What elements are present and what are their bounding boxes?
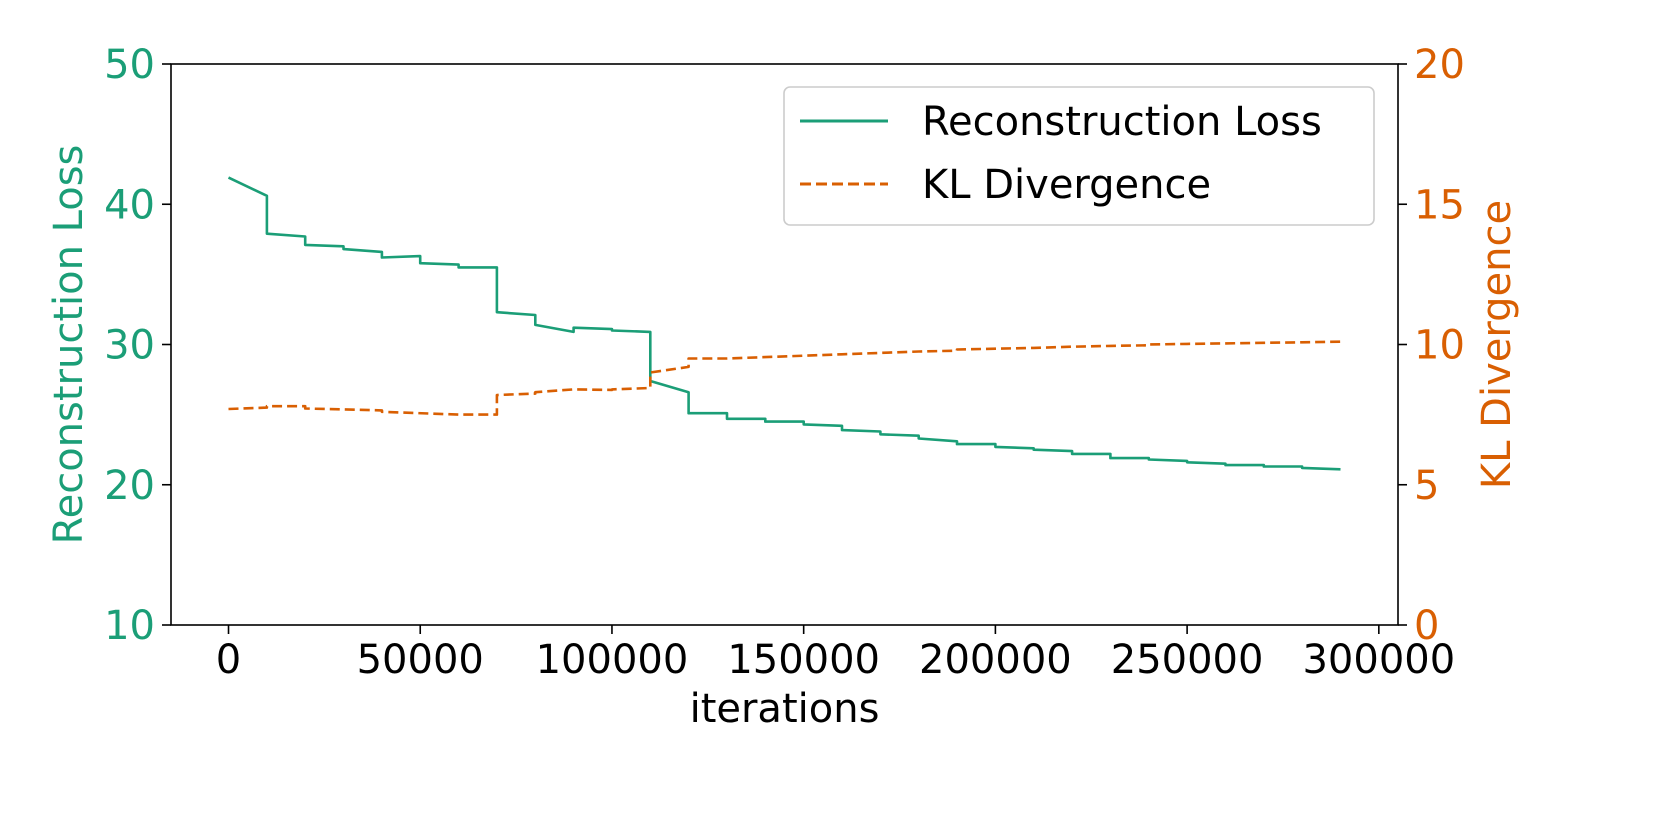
x-tick-label: 50000 <box>357 637 484 683</box>
legend-entry-reconstruction-loss: Reconstruction Loss <box>922 99 1322 145</box>
y-right-tick-label: 10 <box>1414 323 1465 369</box>
x-tick-label: 150000 <box>727 637 880 683</box>
x-tick-label: 200000 <box>919 637 1072 683</box>
y-left-tick-label: 30 <box>104 323 155 369</box>
legend: Reconstruction Loss KL Divergence <box>783 86 1375 226</box>
y-right-tick-label: 5 <box>1414 463 1439 509</box>
x-tick-label: 250000 <box>1111 637 1264 683</box>
series-line-reconstruction-loss <box>227 176 1341 471</box>
y-right-tick-label: 20 <box>1414 42 1465 88</box>
legend-entry-kl-divergence: KL Divergence <box>922 162 1211 208</box>
y-right-tick-label: 0 <box>1414 603 1439 649</box>
y-left-tick-label: 10 <box>104 603 155 649</box>
y-right-axis-label: KL Divergence <box>1474 200 1520 489</box>
y-left-tick-label: 50 <box>104 42 155 88</box>
y-left-axis-label: Reconstruction Loss <box>46 145 92 545</box>
series-line-kl-divergence <box>228 340 1341 416</box>
x-tick-label: 300000 <box>1302 637 1455 683</box>
ticks-layer: 0 50000 100000 150000 200000 250000 300000 10 20… <box>104 42 1465 683</box>
x-tick-label: 0 <box>216 637 241 683</box>
y-left-tick-label: 20 <box>104 463 155 509</box>
legend-box <box>783 86 1375 226</box>
y-right-tick-label: 15 <box>1414 182 1465 228</box>
series-layer <box>227 176 1341 471</box>
x-axis-label: iterations <box>690 686 880 732</box>
y-left-tick-label: 40 <box>104 182 155 228</box>
x-tick-label: 100000 <box>536 637 689 683</box>
